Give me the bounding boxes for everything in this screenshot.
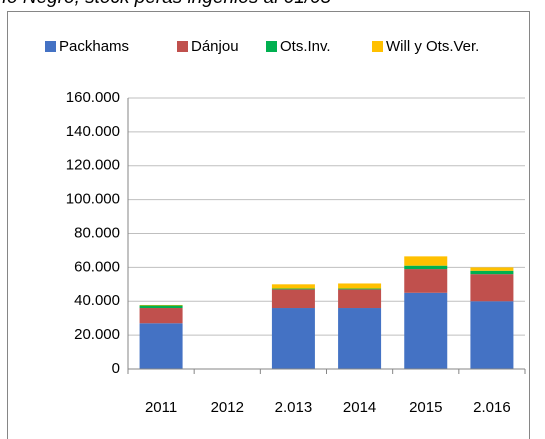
legend-swatch [266, 41, 277, 52]
bar-segment [470, 301, 514, 369]
bar-segment [271, 288, 315, 290]
legend-label: Dánjou [191, 38, 239, 55]
bar-segment [139, 304, 183, 306]
bar-segment [139, 323, 183, 369]
y-tick-label: 80.000 [74, 224, 120, 241]
legend-swatch [45, 41, 56, 52]
x-tick-label: 2011 [145, 399, 177, 416]
y-tick-label: 0 [112, 360, 120, 377]
bar-segment [338, 289, 382, 309]
bar-segment [338, 283, 382, 289]
bar-segment [139, 308, 183, 324]
bar-segment [271, 284, 315, 289]
legend-label: Will y Ots.Ver. [386, 38, 479, 55]
legend-label: Ots.Inv. [280, 38, 331, 55]
y-tick-label: 160.000 [66, 89, 120, 106]
x-tick-label: 2015 [409, 399, 442, 416]
bar-segment [404, 292, 448, 369]
bar-segment [271, 308, 315, 369]
y-tick-label: 140.000 [66, 123, 120, 140]
bar-segment [404, 265, 448, 270]
y-tick-label: 60.000 [74, 258, 120, 275]
legend-swatch [372, 41, 383, 52]
bar-segment [271, 289, 315, 309]
x-tick-label: 2.016 [473, 399, 511, 416]
legend-swatch [177, 41, 188, 52]
bar-segment [470, 270, 514, 275]
y-tick-label: 100.000 [66, 191, 120, 208]
bar-segment [470, 267, 514, 271]
bar-segment [404, 256, 448, 266]
x-tick-label: 2012 [211, 399, 244, 416]
bar-segment [470, 274, 514, 302]
legend-label: Packhams [59, 38, 129, 55]
bar-segment [338, 288, 382, 290]
bar-segment [139, 305, 183, 309]
y-tick-label: 40.000 [74, 292, 120, 309]
y-tick-label: 120.000 [66, 157, 120, 174]
chart-title: Río Negro, stock peras ingenios al 01/05 [0, 0, 332, 8]
y-tick-label: 20.000 [74, 326, 120, 343]
x-tick-label: 2.013 [275, 399, 313, 416]
chart-frame [7, 11, 530, 439]
bar-segment [404, 269, 448, 293]
bar-segment [338, 308, 382, 369]
x-tick-label: 2014 [343, 399, 376, 416]
